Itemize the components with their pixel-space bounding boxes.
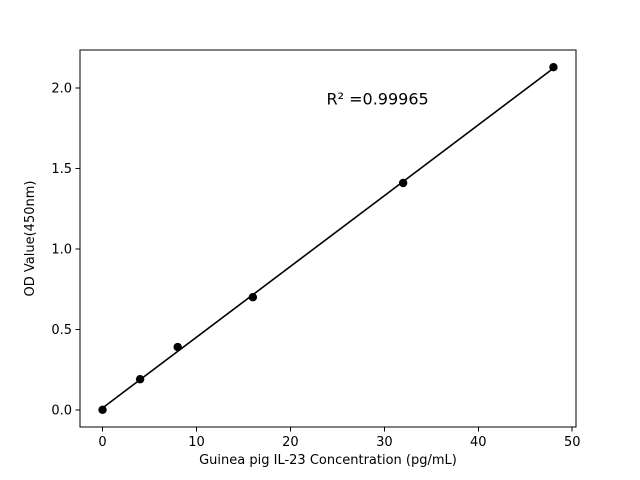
- x-tick-label: 20: [282, 435, 299, 450]
- y-tick-label: 0.0: [51, 403, 72, 418]
- y-tick-label: 1.5: [51, 162, 72, 177]
- data-point: [135, 375, 145, 384]
- x-axis-label: Guinea pig IL-23 Concentration (pg/mL): [199, 453, 457, 468]
- x-tick-label: 30: [376, 435, 393, 450]
- data-point: [248, 293, 258, 302]
- fit-line: [102, 67, 554, 409]
- x-tick-label: 40: [470, 435, 487, 450]
- data-point: [173, 342, 182, 352]
- data-point: [98, 405, 107, 414]
- x-tick-label: 50: [564, 435, 581, 450]
- y-tick-label: 1.0: [51, 242, 72, 257]
- x-tick-label: 0: [98, 435, 106, 450]
- data-point: [398, 178, 408, 188]
- r-squared-annotation: R² =0.99965: [327, 90, 429, 109]
- data-point: [549, 63, 558, 72]
- y-tick-label: 2.0: [51, 82, 72, 97]
- y-tick-label: 0.5: [51, 323, 72, 338]
- x-tick-label: 10: [188, 435, 205, 450]
- y-axis-label: OD Value(450nm): [23, 181, 38, 297]
- axes-box: [79, 49, 577, 428]
